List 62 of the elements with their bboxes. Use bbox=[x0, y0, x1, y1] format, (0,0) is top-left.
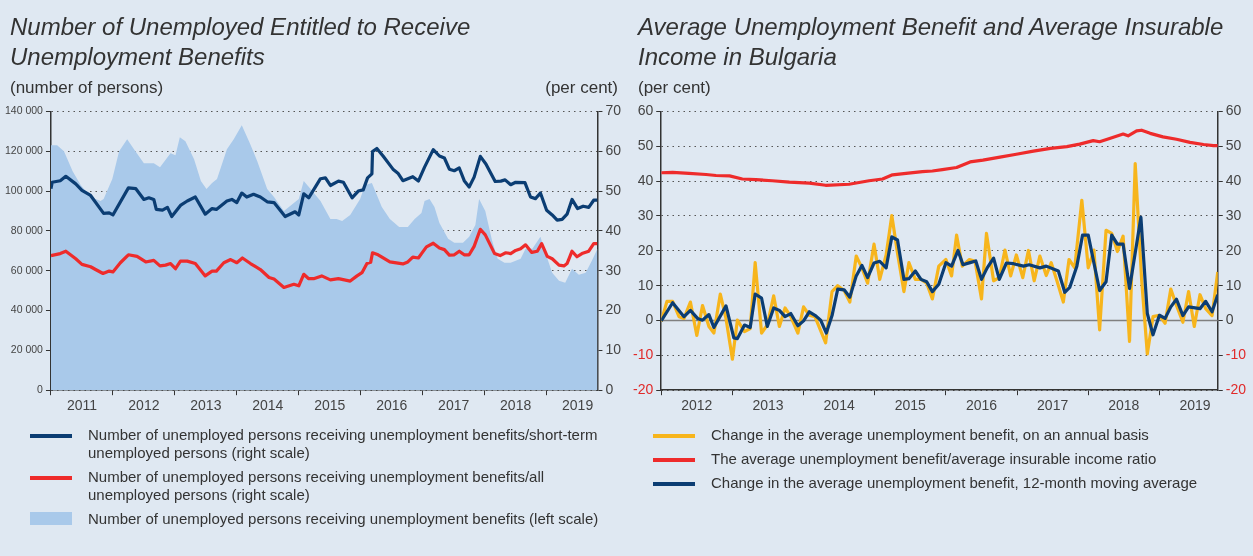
y2-tick-label: 20 bbox=[605, 301, 622, 318]
y-tick-label: 50 bbox=[637, 137, 654, 154]
y-tick-label: 140 000 bbox=[4, 104, 44, 117]
y-tick-label: 40 bbox=[637, 171, 654, 188]
y-tick-label: 20 bbox=[637, 241, 654, 258]
y-tick-label: 60 000 bbox=[10, 263, 44, 276]
y2-tick-label: -10 bbox=[1225, 346, 1247, 363]
y2-tick-label: 50 bbox=[1225, 137, 1242, 154]
y2-tick-label: 40 bbox=[605, 221, 622, 238]
y2-tick-label: 0 bbox=[1225, 311, 1234, 328]
x-tick-label: 2019 bbox=[1179, 397, 1211, 414]
y2-tick-label: 10 bbox=[605, 341, 622, 358]
y-tick-label: -20 bbox=[633, 381, 654, 398]
x-tick-label: 2018 bbox=[1108, 397, 1140, 414]
y2-tick-label: 10 bbox=[1225, 276, 1242, 293]
x-tick-label: 2017 bbox=[438, 397, 470, 414]
y-tick-label: 80 000 bbox=[10, 223, 44, 236]
y2-tick-label: -20 bbox=[1225, 381, 1247, 398]
y-tick-label: 60 bbox=[637, 102, 654, 119]
y2-tick-label: 30 bbox=[605, 261, 622, 278]
legend-label: Change in the average unemployment benefit, 12-month moving average bbox=[711, 474, 1198, 492]
y2-tick-label: 20 bbox=[1225, 241, 1242, 258]
y2-tick-label: 40 bbox=[1225, 171, 1242, 188]
y-tick-label: 100 000 bbox=[4, 183, 44, 196]
legend-label: Change in the average unemployment benefit, on an annual basis bbox=[711, 426, 1149, 444]
x-tick-label: 2013 bbox=[190, 397, 222, 414]
y-tick-label: 30 bbox=[637, 206, 654, 223]
y-tick-label: -10 bbox=[633, 346, 654, 363]
y2-tick-label: 30 bbox=[1225, 206, 1242, 223]
y2-tick-label: 60 bbox=[605, 142, 622, 159]
y-tick-label: 20 000 bbox=[10, 343, 44, 356]
x-tick-label: 2012 bbox=[128, 397, 160, 414]
y-tick-label: 120 000 bbox=[4, 144, 44, 157]
x-tick-label: 2016 bbox=[965, 397, 998, 414]
x-tick-label: 2017 bbox=[1037, 397, 1069, 414]
y-axis-title: (number of persons) bbox=[10, 78, 164, 99]
legend-label: The average unemployment benefit/average insurable income ratio bbox=[711, 450, 1157, 468]
x-tick-label: 2019 bbox=[562, 397, 594, 414]
legend-label: Number of unemployed persons receiving unemployment benefits/all unemployed persons (right scale) bbox=[88, 468, 546, 504]
y-axis-title: (per cent) bbox=[638, 78, 711, 99]
x-tick-label: 2011 bbox=[66, 397, 98, 414]
y-tick-label: 10 bbox=[637, 276, 654, 293]
x-tick-label: 2014 bbox=[252, 397, 284, 414]
y2-tick-label: 0 bbox=[605, 381, 614, 398]
legend-label: Number of unemployed persons receiving unemployment benefits (left scale) bbox=[88, 510, 599, 528]
y-tick-label: 0 bbox=[37, 383, 44, 396]
x-tick-label: 2015 bbox=[894, 397, 927, 414]
x-tick-label: 2014 bbox=[823, 397, 855, 414]
x-tick-label: 2012 bbox=[681, 397, 713, 414]
x-tick-label: 2015 bbox=[314, 397, 346, 414]
y-tick-label: 0 bbox=[645, 311, 654, 328]
x-tick-label: 2016 bbox=[376, 397, 408, 414]
x-tick-label: 2013 bbox=[752, 397, 784, 414]
y2-tick-label: 70 bbox=[605, 102, 622, 119]
x-tick-label: 2018 bbox=[500, 397, 532, 414]
legend-label: Number of unemployed persons receiving unemployment benefits/short-term unemployed persons (right scale) bbox=[88, 426, 599, 462]
y-tick-label: 40 000 bbox=[10, 303, 44, 316]
chart-title: Number of Unemployed Entitled to Receive Unemployment Benefits bbox=[9, 12, 472, 72]
y2-axis-title: (per cent) bbox=[545, 78, 618, 99]
y2-tick-label: 60 bbox=[1225, 102, 1242, 119]
y2-tick-label: 50 bbox=[605, 181, 622, 198]
chart-title: Average Unemployment Benefit and Average Insurable Income in Bulgaria bbox=[636, 12, 1225, 72]
